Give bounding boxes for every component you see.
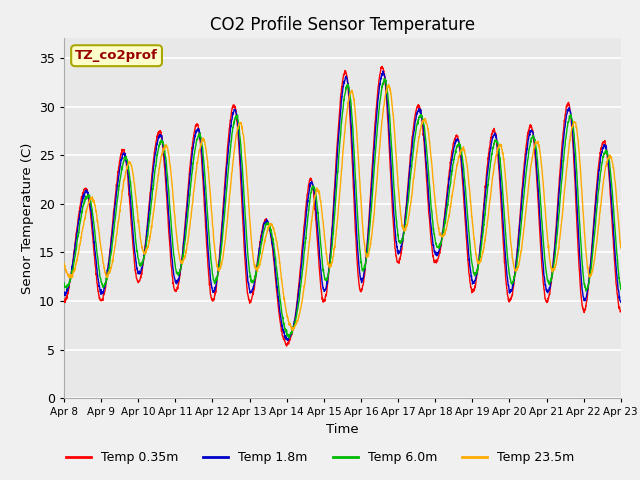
Title: CO2 Profile Sensor Temperature: CO2 Profile Sensor Temperature	[210, 16, 475, 34]
X-axis label: Time: Time	[326, 423, 358, 436]
Y-axis label: Senor Temperature (C): Senor Temperature (C)	[20, 143, 33, 294]
Text: TZ_co2prof: TZ_co2prof	[75, 49, 158, 62]
Legend: Temp 0.35m, Temp 1.8m, Temp 6.0m, Temp 23.5m: Temp 0.35m, Temp 1.8m, Temp 6.0m, Temp 2…	[61, 446, 579, 469]
